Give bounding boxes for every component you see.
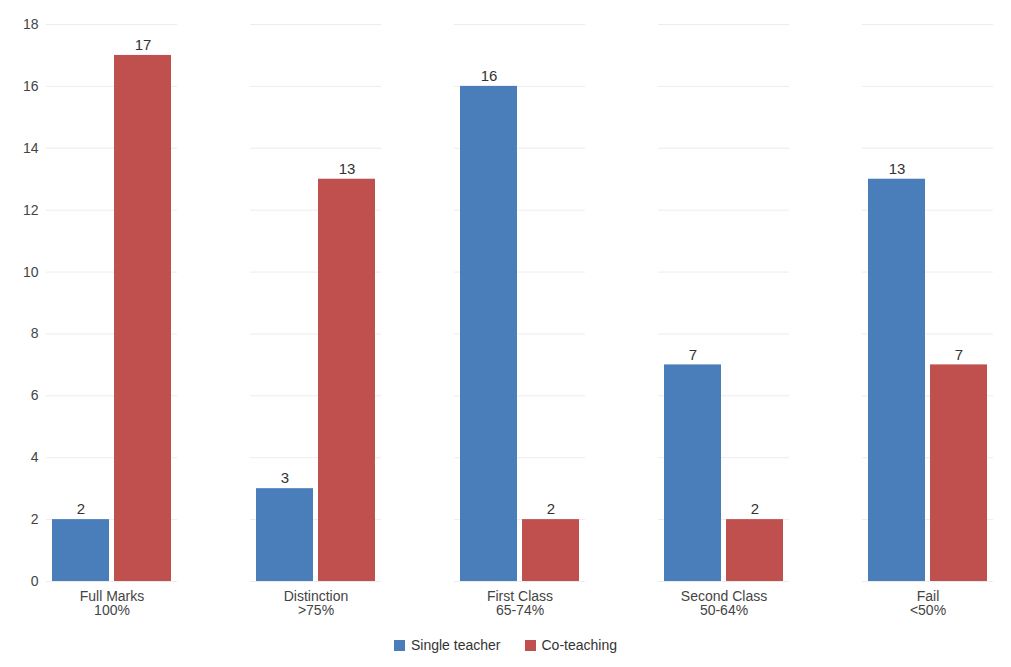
svg-text:Fail<50%: Fail<50%	[910, 588, 946, 618]
svg-text:16: 16	[481, 67, 498, 84]
svg-text:Second Class50-64%: Second Class50-64%	[681, 588, 767, 618]
svg-text:2: 2	[77, 500, 85, 517]
svg-text:Full Marks100%: Full Marks100%	[80, 588, 145, 618]
svg-text:6: 6	[31, 387, 39, 403]
svg-text:7: 7	[689, 346, 697, 363]
svg-text:18: 18	[23, 16, 39, 32]
svg-text:7: 7	[955, 346, 963, 363]
svg-text:Distinction>75%: Distinction>75%	[284, 588, 349, 618]
html-text:Co-teaching: Co-teaching	[541, 637, 617, 653]
svg-text:First Class65-74%: First Class65-74%	[487, 588, 553, 618]
svg-text:13: 13	[339, 160, 356, 177]
svg-text:17: 17	[135, 36, 152, 53]
svg-text:10: 10	[23, 264, 39, 280]
svg-text:13: 13	[889, 160, 906, 177]
svg-text:12: 12	[23, 202, 39, 218]
svg-text:3: 3	[281, 469, 289, 486]
html-text:Single teacher: Single teacher	[411, 637, 501, 653]
svg-text:2: 2	[547, 500, 555, 517]
svg-text:16: 16	[23, 78, 39, 94]
svg-text:14: 14	[23, 140, 39, 156]
svg-text:2: 2	[751, 500, 759, 517]
svg-text:4: 4	[31, 449, 39, 465]
svg-text:2: 2	[31, 511, 39, 527]
svg-text:8: 8	[31, 325, 39, 341]
svg-text:0: 0	[31, 573, 39, 589]
